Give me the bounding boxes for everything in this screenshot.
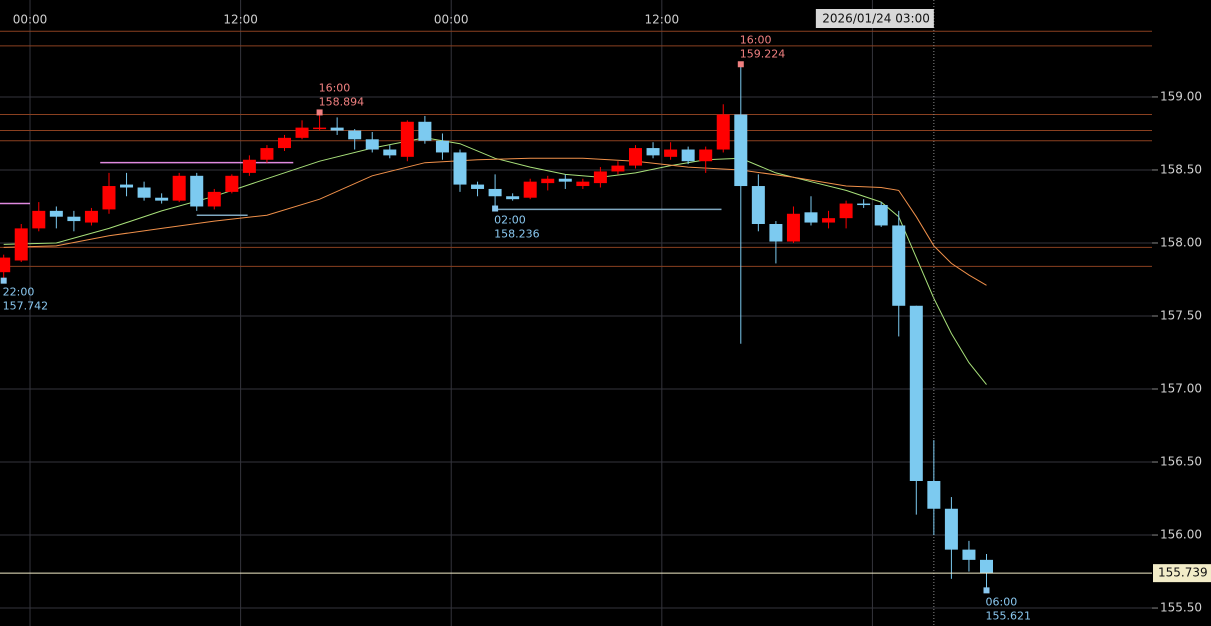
x-tick-label: 00:00 xyxy=(434,13,469,27)
candle-body xyxy=(260,148,274,160)
extreme-marker xyxy=(316,109,323,116)
candle-body xyxy=(786,213,800,242)
extreme-marker xyxy=(0,277,7,284)
extreme-marker xyxy=(492,205,499,212)
candle-body xyxy=(839,203,853,219)
annotation-time: 22:00 xyxy=(3,286,35,299)
candle-body xyxy=(962,549,976,560)
candle-body xyxy=(453,152,467,185)
candle-body xyxy=(365,139,379,150)
annotation-value: 159.224 xyxy=(740,47,786,60)
crosshair-label: 2026/01/24 03:00 xyxy=(822,12,930,26)
candle-body xyxy=(909,305,923,481)
indicator-line xyxy=(3,157,987,286)
y-tick-label: 156.00 xyxy=(1160,528,1202,542)
candle-body xyxy=(488,188,502,197)
annotation-time: 02:00 xyxy=(494,214,526,227)
current-price-box xyxy=(1153,564,1211,583)
axis-area: 155.50 156.00 156.50 157.00 157.50 158.00 158.… xyxy=(13,9,1211,615)
candle-body xyxy=(664,149,678,157)
candle-body xyxy=(523,181,537,198)
candle-body xyxy=(681,149,695,162)
annotation-time: 16:00 xyxy=(740,33,772,46)
x-tick-label: 12:00 xyxy=(645,13,680,27)
annotation-value: 155.621 xyxy=(986,609,1032,622)
candle-body xyxy=(295,127,309,138)
candle-body xyxy=(172,175,186,201)
y-tick-label: 155.50 xyxy=(1160,601,1202,615)
annotation-value: 158.236 xyxy=(494,228,540,241)
candle-body xyxy=(804,212,818,223)
candle-body xyxy=(102,186,116,210)
candle-body xyxy=(506,196,520,200)
candle-body xyxy=(751,186,765,224)
annotation-time: 06:00 xyxy=(986,595,1018,608)
x-tick-label: 00:00 xyxy=(13,13,48,27)
candle-body xyxy=(944,508,958,550)
candle-body xyxy=(716,114,730,150)
extreme-marker xyxy=(737,61,744,68)
y-tick-label: 157.50 xyxy=(1160,308,1202,322)
candle-body xyxy=(593,171,607,184)
candle-body xyxy=(769,223,783,242)
extreme-marker xyxy=(983,587,990,594)
candle-body xyxy=(313,127,327,130)
y-tick-label: 158.50 xyxy=(1160,162,1202,176)
candle-body xyxy=(471,184,485,189)
y-tick-label: 156.50 xyxy=(1160,455,1202,469)
candle-body xyxy=(435,140,449,153)
candle-body xyxy=(980,559,994,574)
candle-body xyxy=(927,480,941,509)
candle-body xyxy=(558,178,572,182)
candle-body xyxy=(137,187,151,198)
candle-body xyxy=(0,257,11,273)
candle-body xyxy=(576,181,590,187)
candle-body xyxy=(120,184,134,188)
annotation-value: 157.742 xyxy=(3,300,49,313)
candle-body xyxy=(628,148,642,166)
candle-body xyxy=(611,165,625,172)
candle-body xyxy=(330,127,344,131)
y-tick-label: 158.00 xyxy=(1160,235,1202,249)
candle-body xyxy=(857,203,871,206)
candle-body xyxy=(84,210,98,223)
indicator-line xyxy=(3,137,987,385)
current-price-label: 155.739 xyxy=(1158,566,1208,580)
x-tick-label: 12:00 xyxy=(223,13,258,27)
candle-body xyxy=(418,121,432,141)
candle-body xyxy=(242,159,256,173)
candle-body xyxy=(699,149,713,162)
candle-body xyxy=(207,191,221,207)
candle-body xyxy=(277,137,291,149)
plot-area: 22:00157.74216:00158.89402:00158.23616:0… xyxy=(0,0,1152,626)
candle-body xyxy=(155,197,169,201)
annotation-value: 158.894 xyxy=(319,95,365,108)
candle-body xyxy=(822,218,836,223)
candle-body xyxy=(348,130,362,140)
crosshair-label-box xyxy=(815,9,934,28)
y-tick-label: 159.00 xyxy=(1160,89,1202,103)
candle-body xyxy=(49,210,63,217)
candle-body xyxy=(646,148,660,156)
candle-body xyxy=(874,205,888,226)
candle-body xyxy=(734,114,748,187)
candle-body xyxy=(14,228,28,261)
candle-body xyxy=(541,178,555,184)
candle-body xyxy=(67,216,81,222)
y-tick-label: 157.00 xyxy=(1160,382,1202,396)
candle-body xyxy=(190,175,204,207)
annotation-time: 16:00 xyxy=(319,81,351,94)
candle-body xyxy=(400,121,414,157)
candle-body xyxy=(225,175,239,192)
candle-body xyxy=(892,225,906,306)
candle-body xyxy=(383,149,397,156)
candle-body xyxy=(32,210,46,229)
